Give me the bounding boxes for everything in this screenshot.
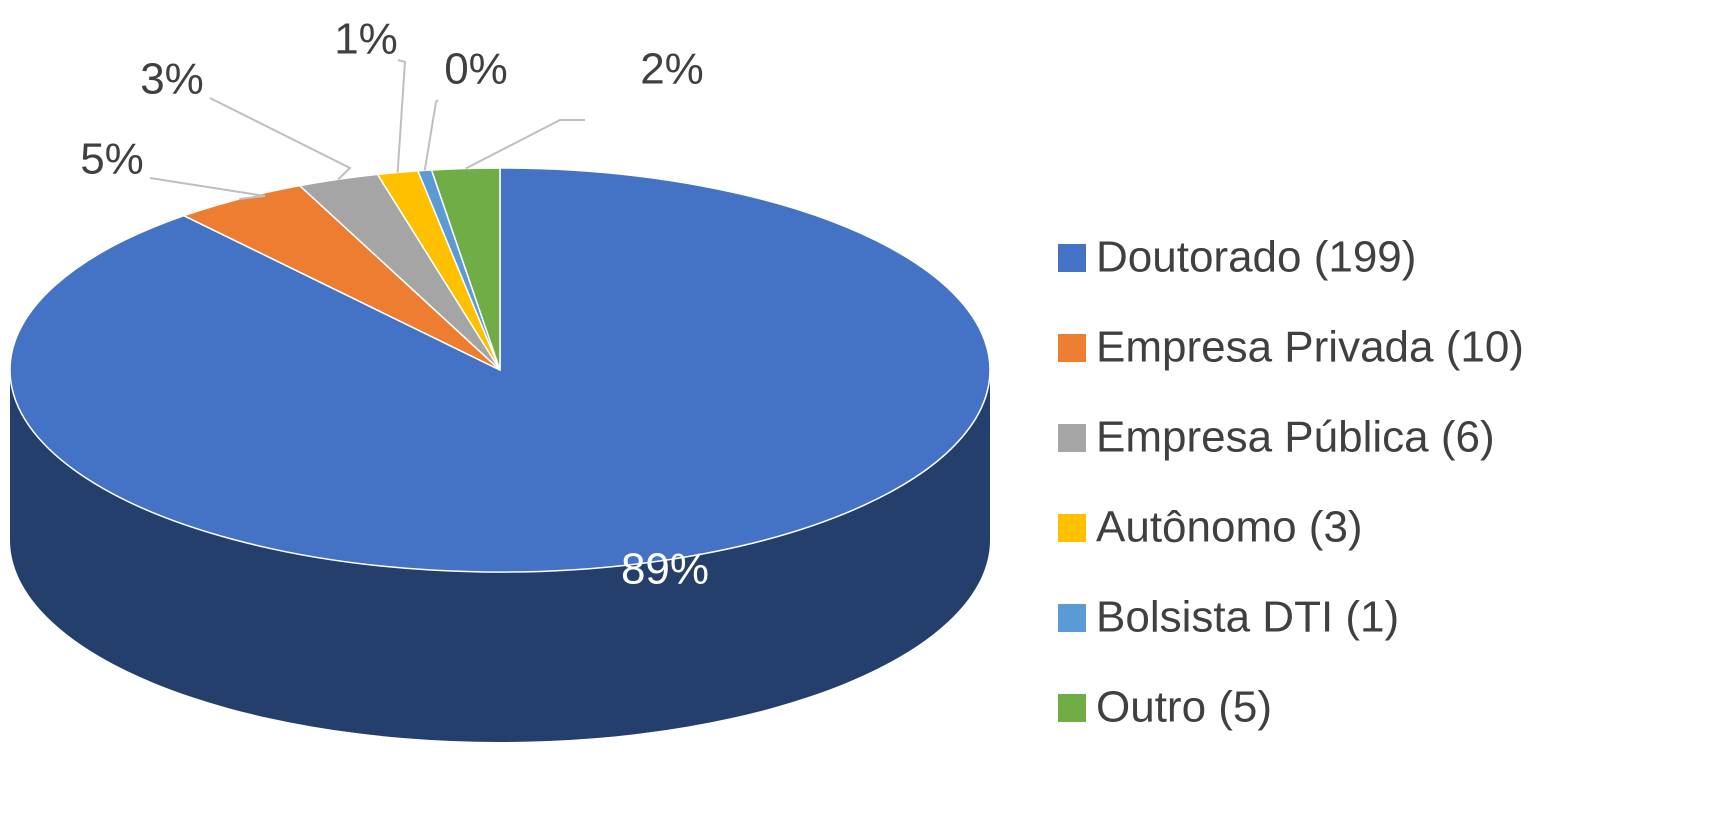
legend-swatch [1058,334,1086,362]
legend-swatch [1058,244,1086,272]
legend-swatch [1058,694,1086,722]
legend-label: Autônomo (3) [1096,503,1363,552]
data-label: 89% [621,545,709,594]
leader-line [149,177,266,200]
leader-line [209,97,352,181]
legend-swatch [1058,604,1086,632]
slice-side [10,370,990,742]
legend-label: Outro (5) [1096,683,1272,732]
slice [430,167,501,371]
legend-swatch [1058,514,1086,542]
legend-label: Empresa Pública (6) [1096,413,1495,462]
legend-label: Empresa Privada (10) [1096,323,1524,372]
legend-swatch [1058,424,1086,452]
data-label: 2% [640,45,704,94]
leader-line [396,59,407,173]
legend-label: Bolsista DTI (1) [1096,593,1399,642]
leader-line [423,99,439,171]
data-label: 3% [140,55,204,104]
data-label: 5% [80,135,144,184]
leader-line [465,119,585,170]
data-label: 1% [334,15,398,64]
legend-label: Doutorado (199) [1096,233,1416,282]
data-label: 0% [444,45,508,94]
